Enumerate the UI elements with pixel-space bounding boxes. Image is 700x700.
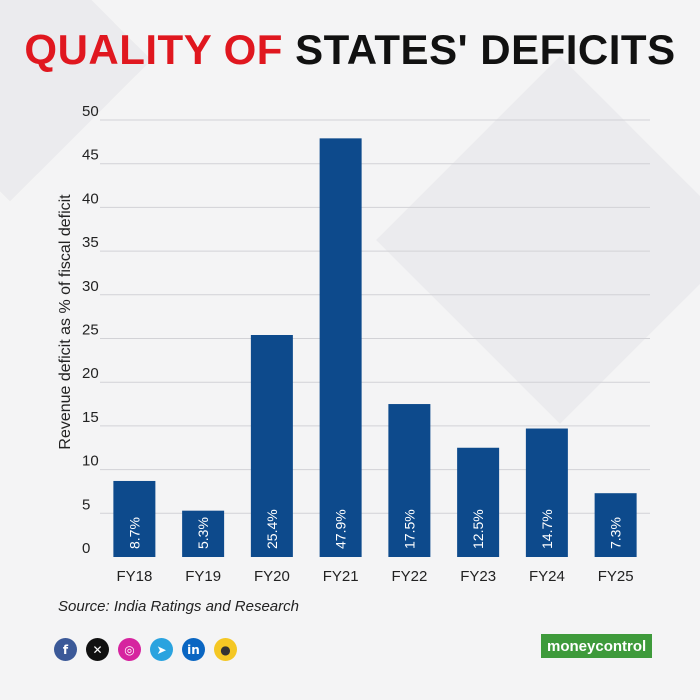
y-tick-label: 40 [82,190,99,207]
moneycontrol-logo[interactable]: moneycontrol [541,634,653,658]
gridlines [100,119,650,514]
bar-data-label: 12.5% [470,509,486,549]
y-tick-label: 45 [82,147,99,164]
y-tick-label: 15 [82,409,99,426]
bar-data-label: 25.4% [264,509,280,549]
bar-fy20 [250,335,293,557]
chart-title: QUALITY OF STATES' DEFICITS [0,26,700,74]
x-tick-label: FY20 [254,568,290,585]
bar-data-label: 47.9% [333,509,349,549]
y-axis-label: Revenue deficit as % of fiscal deficit [57,194,74,450]
bar-data-label: 17.5% [401,509,417,549]
bar-data-label: 7.3% [608,517,624,549]
y-tick-label: 30 [82,278,99,295]
bar-fy24 [525,428,568,557]
x-tick-label: FY23 [460,568,496,585]
y-axis-ticks: 0 5 10 15 20 25 30 35 40 45 50 [82,103,99,557]
bar-fy21 [319,138,362,557]
bar-data-label: 14.7% [539,509,555,549]
title-part-black: STATES' DEFICITS [295,26,676,73]
title-part-red: QUALITY OF [24,26,283,73]
x-tick-label: FY24 [529,568,565,585]
social-icons[interactable]: f ✕ ◎ ➤ in ● [54,638,237,661]
x-tick-label: FY18 [116,568,152,585]
linkedin-icon[interactable]: in [182,638,205,661]
facebook-icon[interactable]: f [54,638,77,661]
x-axis-ticks: FY18 FY19 FY20 FY21 FY22 FY23 FY24 FY25 [116,568,633,585]
telegram-icon[interactable]: ➤ [150,638,173,661]
x-tick-label: FY19 [185,568,221,585]
bar-data-label: 5.3% [195,517,211,549]
x-icon[interactable]: ✕ [86,638,109,661]
bar-data-label: 8.7% [126,517,142,549]
bar-fy25 [594,493,637,557]
bars: 8.7% 5.3% 25.4% 47.9% 17.5% 12.5% 14.7% 7.3% [113,138,637,557]
bar-fy23 [457,447,500,557]
bar-fy18 [113,480,156,557]
y-tick-label: 25 [82,322,99,339]
y-tick-label: 0 [82,540,90,557]
y-tick-label: 50 [82,103,99,120]
y-tick-label: 5 [82,496,90,513]
bar-fy19 [182,510,225,557]
y-tick-label: 35 [82,234,99,251]
bar-fy22 [388,404,431,557]
instagram-icon[interactable]: ◎ [118,638,141,661]
y-tick-label: 10 [82,453,99,470]
x-tick-label: FY22 [391,568,427,585]
x-tick-label: FY25 [598,568,634,585]
x-tick-label: FY21 [323,568,359,585]
y-tick-label: 20 [82,365,99,382]
koo-icon[interactable]: ● [214,638,237,661]
source-note: Source: India Ratings and Research [58,598,299,615]
